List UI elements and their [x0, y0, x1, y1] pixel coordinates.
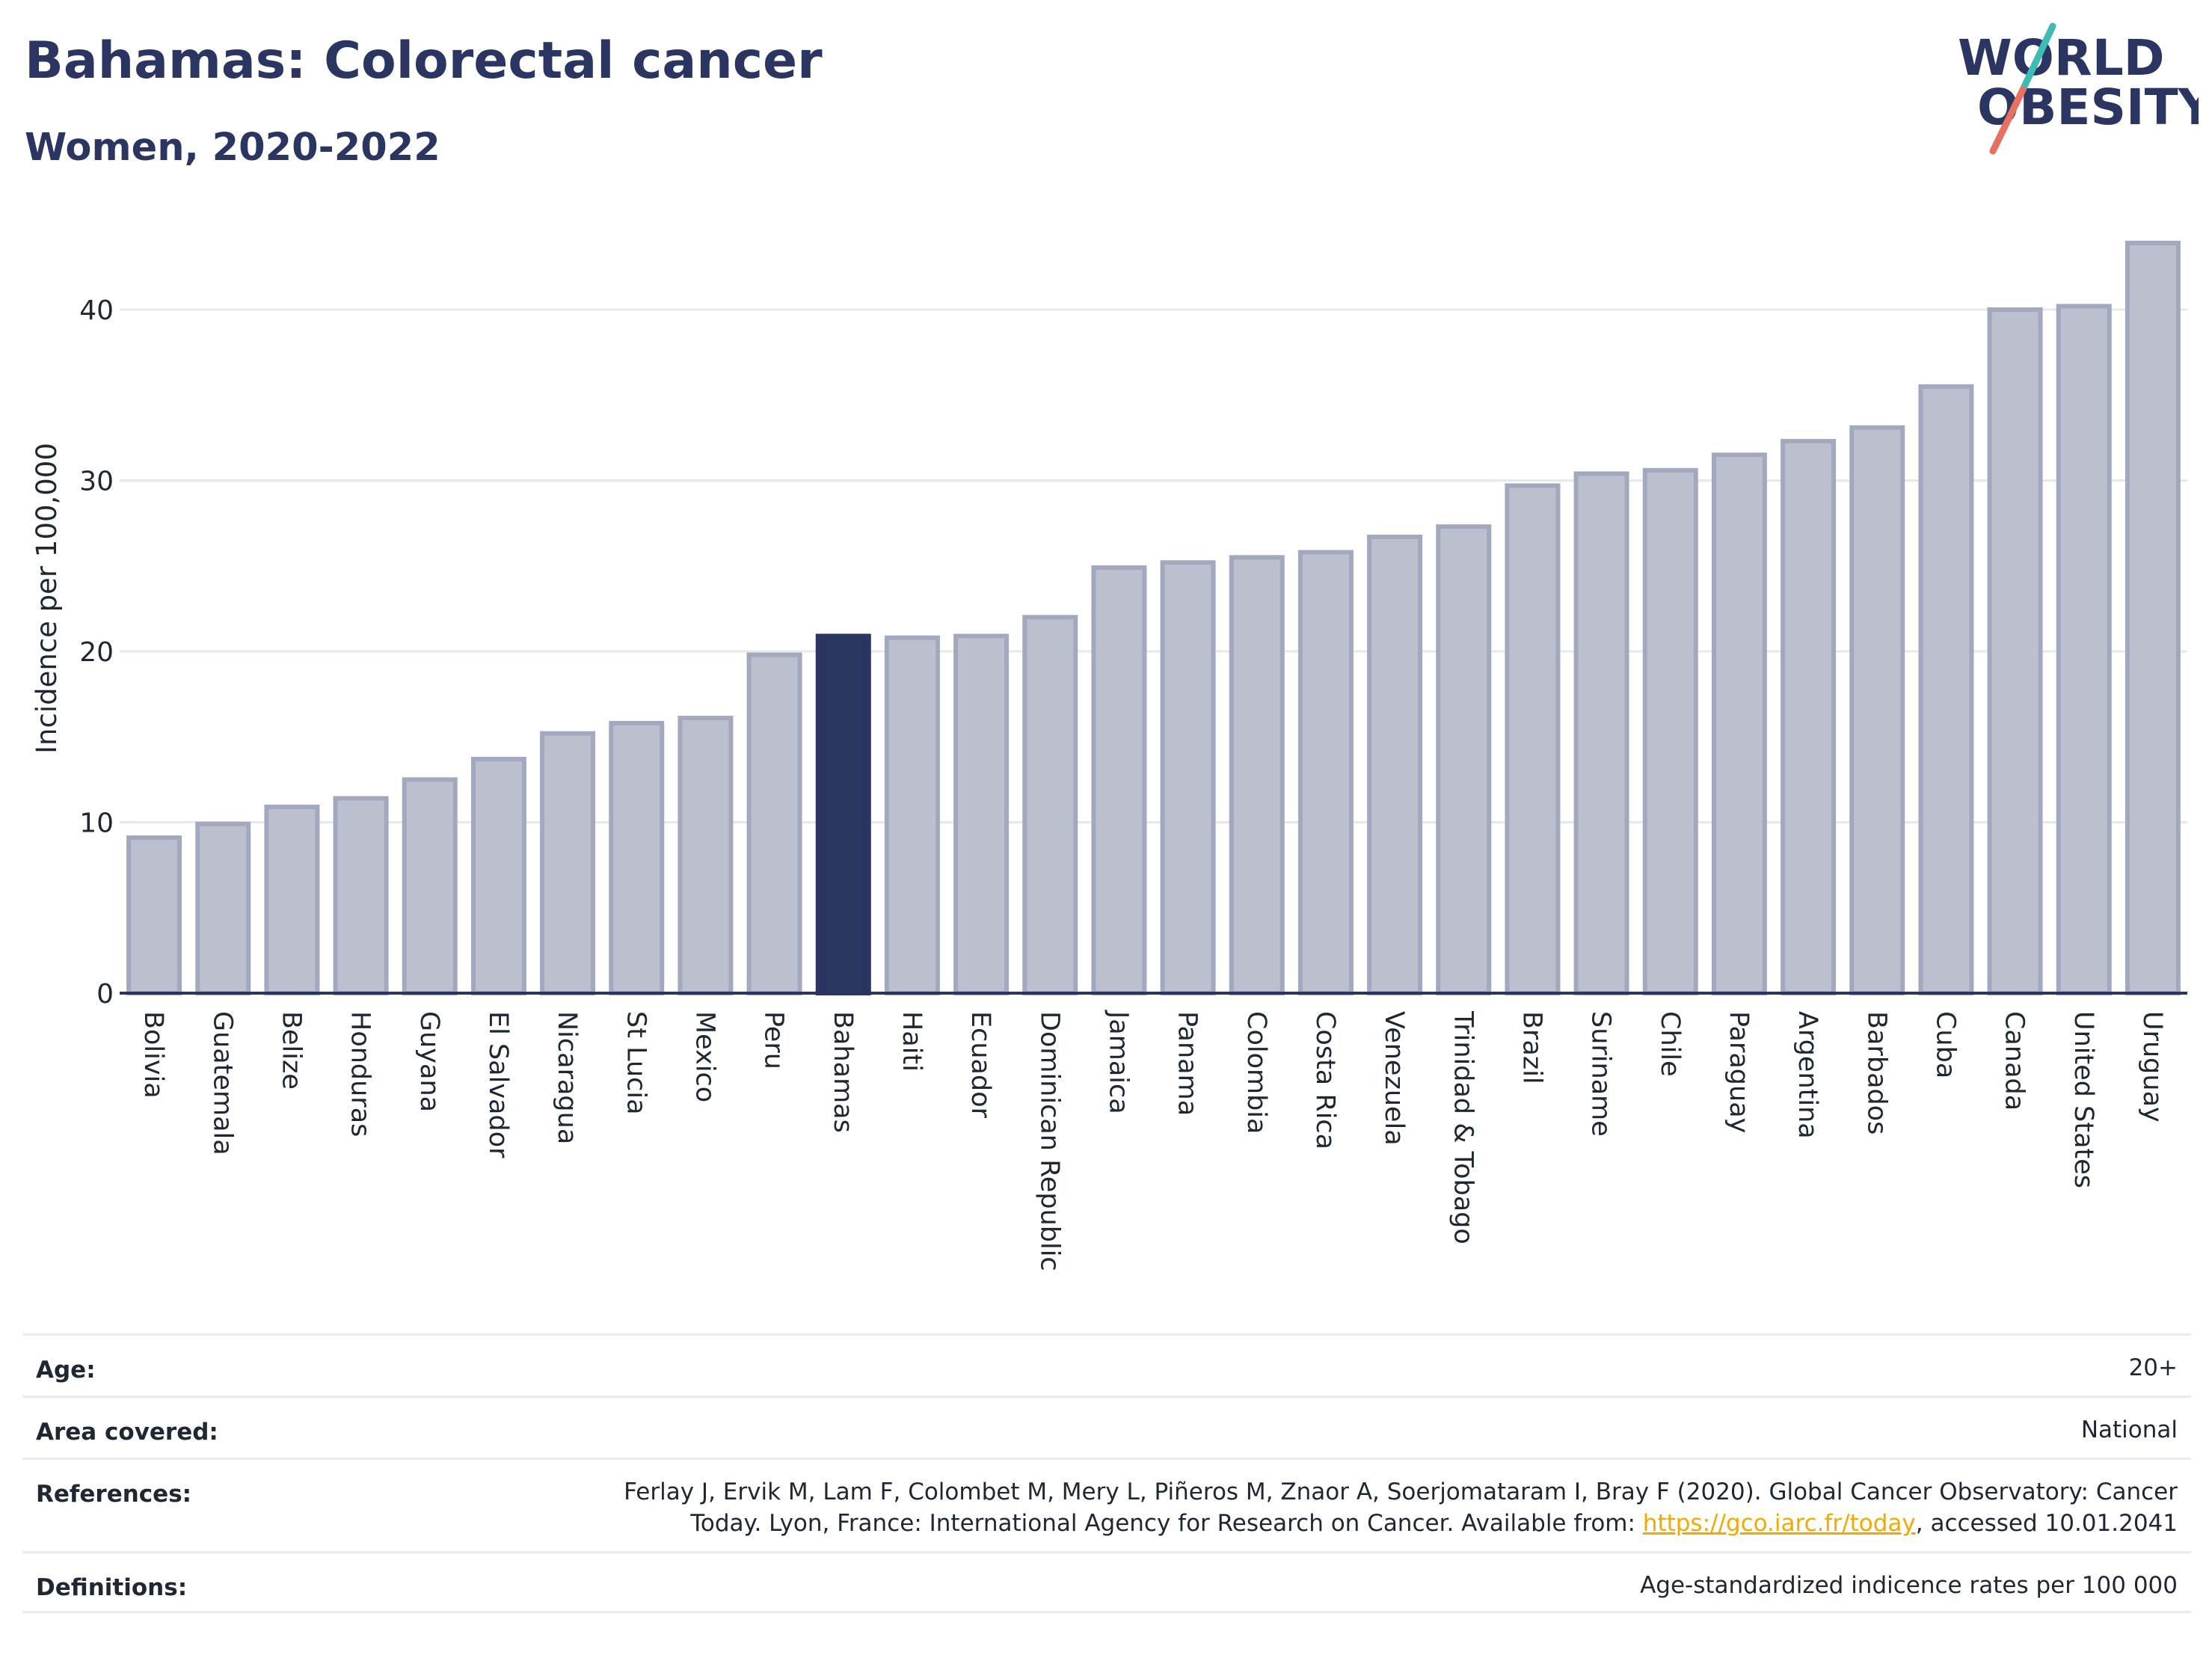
metadata-table: Age: 20+ Area covered: National Referenc…: [22, 1333, 2191, 1613]
bar-ecuador: [953, 633, 1010, 995]
bar-peru: [746, 652, 802, 995]
bar-trinidad-tobago: [1436, 524, 1492, 995]
x-tick-label: Ecuador: [965, 1011, 995, 1119]
x-tick-label: Colombia: [1241, 1011, 1271, 1134]
references-value: Ferlay J, Ervik M, Lam F, Colombet M, Me…: [607, 1476, 2178, 1539]
x-tick-label: Venezuela: [1379, 1011, 1409, 1146]
x-tick-label: Suriname: [1586, 1011, 1616, 1137]
bar-cuba: [1918, 384, 1974, 995]
bar-costa-rica: [1297, 550, 1354, 995]
x-tick-label: Argentina: [1792, 1011, 1822, 1139]
y-tick-label: 40: [79, 295, 114, 326]
bar-guatemala: [195, 821, 251, 996]
bar-dominican-republic: [1022, 615, 1078, 995]
meta-row-area: Area covered: National: [22, 1395, 2191, 1458]
bar-el-salvador: [470, 756, 526, 996]
y-tick-label: 0: [96, 979, 114, 1010]
bar-united-states: [2056, 304, 2112, 995]
x-tick-label: St Lucia: [621, 1011, 651, 1115]
area-value: National: [2080, 1416, 2178, 1443]
bar-jamaica: [1091, 565, 1147, 995]
bar-argentina: [1781, 438, 1837, 995]
x-tick-label: Mexico: [689, 1011, 719, 1102]
x-tick-label: Honduras: [345, 1011, 375, 1137]
bar-bolivia: [126, 835, 182, 995]
x-tick-label: El Salvador: [483, 1011, 513, 1158]
bar-nicaragua: [540, 731, 596, 995]
y-tick-label: 20: [79, 637, 114, 668]
x-tick-label: Cuba: [1930, 1011, 1960, 1078]
logo-line1: WORLD: [1958, 29, 2165, 87]
bar-colombia: [1229, 555, 1285, 995]
x-tick-label: Dominican Republic: [1034, 1011, 1064, 1271]
bar-paraguay: [1711, 452, 1767, 995]
bar-honduras: [333, 796, 389, 995]
bar-chart: 0 10 20 30 40 Bolivia Guatemala Belize Honduras…: [31, 240, 2187, 1271]
age-value: 20+: [2128, 1354, 2178, 1381]
x-tick-label: Costa Rica: [1310, 1011, 1340, 1149]
definitions-value: Age-standardized indicence rates per 100…: [1640, 1572, 2178, 1599]
y-tick-label: 10: [79, 808, 114, 839]
chart-subtitle: Women, 2020-2022: [25, 126, 440, 170]
bar-st-lucia: [609, 720, 665, 995]
x-tick-label: Peru: [759, 1011, 789, 1069]
bar-brazil: [1505, 483, 1561, 995]
references-text: Ferlay J, Ervik M, Lam F, Colombet M, Me…: [624, 1479, 2178, 1537]
bar-guyana: [402, 777, 458, 995]
chart-title: Bahamas: Colorectal cancer: [25, 31, 823, 90]
x-tick-label: Belize: [276, 1011, 306, 1090]
logo-slash-teal: [2019, 22, 2056, 93]
logo-slash-coral: [1989, 86, 2027, 155]
meta-row-age: Age: 20+: [22, 1333, 2191, 1395]
references-label: References:: [36, 1481, 192, 1508]
bar-bahamas: [815, 633, 871, 995]
references-link[interactable]: https://gco.iarc.fr/today: [1642, 1510, 1916, 1537]
x-tick-label: Haiti: [897, 1011, 927, 1072]
x-tick-label: Barbados: [1861, 1011, 1891, 1134]
x-tick-label: Jamaica: [1103, 1010, 1133, 1114]
bar-canada: [1987, 307, 2043, 995]
x-tick-label: Uruguay: [2137, 1011, 2167, 1123]
x-tick-label: Paraguay: [1724, 1011, 1754, 1133]
x-tick-label: Bahamas: [828, 1011, 858, 1133]
x-tick-label: Trinidad & Tobago: [1448, 1010, 1478, 1244]
bar-venezuela: [1367, 534, 1423, 995]
bar-suriname: [1573, 471, 1629, 995]
bar-barbados: [1849, 425, 1905, 995]
bars: [126, 240, 2181, 996]
x-tick-label: Nicaragua: [552, 1011, 582, 1144]
area-label: Area covered:: [36, 1419, 218, 1446]
x-tick-label: Brazil: [1517, 1011, 1546, 1084]
bar-panama: [1160, 560, 1216, 995]
x-tick-labels: Bolivia Guatemala Belize Honduras Guyana El S…: [138, 1010, 2167, 1271]
x-tick-label: Guyana: [414, 1011, 444, 1112]
bar-uruguay: [2125, 240, 2181, 995]
references-suffix: , accessed 10.01.2041: [1915, 1510, 2178, 1537]
meta-row-definitions: Definitions: Age-standardized indicence …: [22, 1551, 2191, 1613]
meta-row-references: References: Ferlay J, Ervik M, Lam F, Co…: [22, 1458, 2191, 1551]
bar-mexico: [678, 716, 734, 995]
x-tick-label: United States: [2068, 1011, 2098, 1188]
y-tick-label: 30: [79, 467, 114, 497]
x-tick-label: Guatemala: [207, 1011, 237, 1155]
x-tick-label: Canada: [2000, 1011, 2030, 1111]
world-obesity-logo: WORLD OBESITY: [1958, 22, 2199, 155]
x-tick-label: Chile: [1655, 1011, 1685, 1077]
bar-haiti: [884, 635, 940, 995]
age-label: Age:: [36, 1357, 96, 1384]
x-tick-label: Panama: [1173, 1011, 1202, 1116]
bar-chile: [1642, 467, 1698, 995]
y-tick-labels: 0 10 20 30 40: [79, 295, 114, 1010]
definitions-label: Definitions:: [36, 1574, 188, 1601]
bar-belize: [264, 804, 320, 996]
grid-lines: [120, 308, 2187, 823]
y-axis-label: Incidence per 100,000: [31, 443, 63, 754]
x-tick-label: Bolivia: [138, 1011, 168, 1099]
